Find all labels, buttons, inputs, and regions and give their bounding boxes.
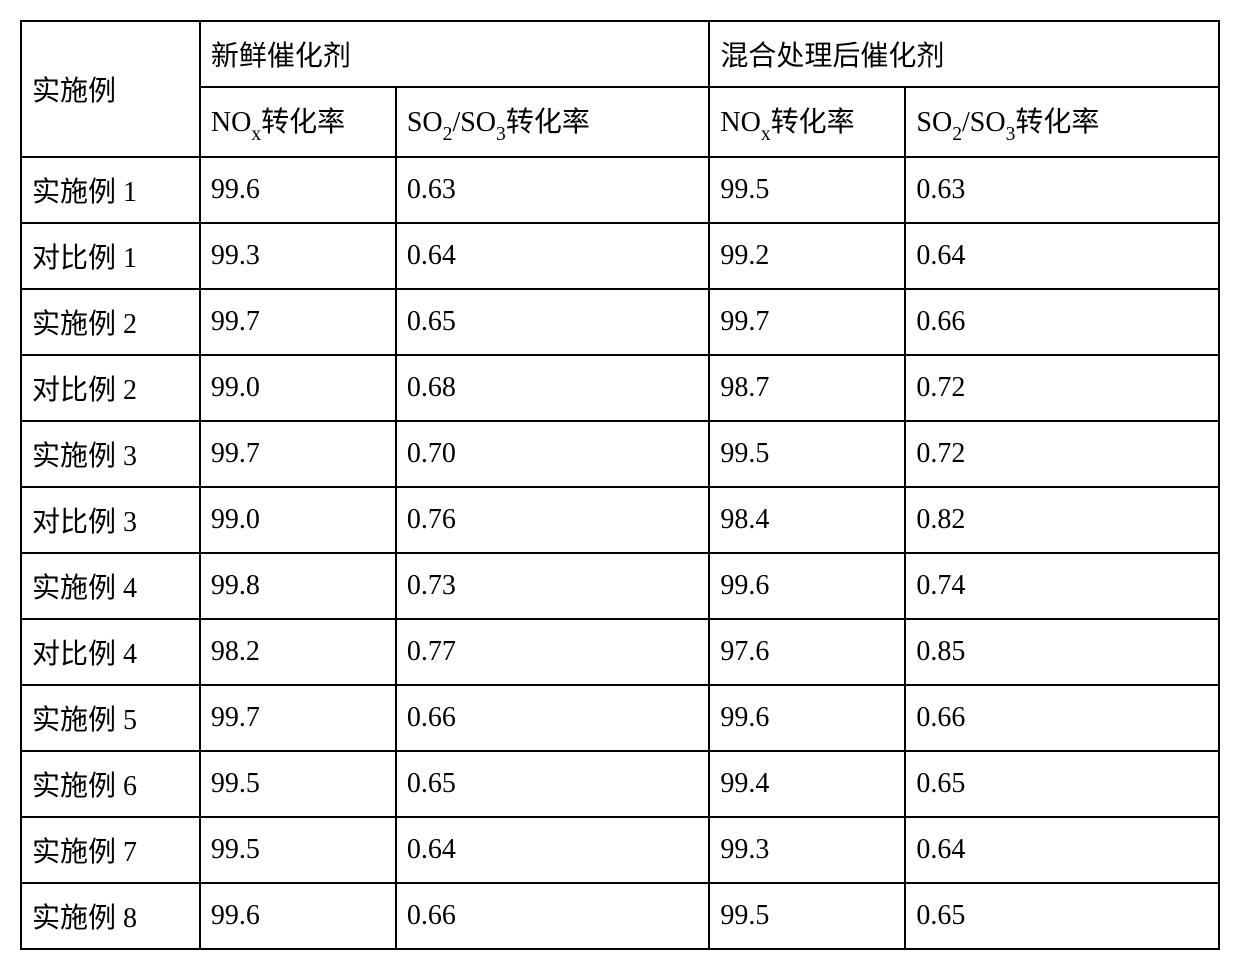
cell-fresh-so2: 0.77 (396, 619, 710, 685)
cell-mixed-so2: 0.66 (905, 685, 1219, 751)
cell-fresh-so2: 0.64 (396, 223, 710, 289)
row-label: 实施例 4 (21, 553, 200, 619)
cell-mixed-nox: 99.2 (709, 223, 905, 289)
cell-mixed-nox: 97.6 (709, 619, 905, 685)
cell-mixed-so2: 0.82 (905, 487, 1219, 553)
sub-header-mixed-so2: SO2/SO3转化率 (905, 87, 1219, 157)
catalyst-conversion-table: 实施例 新鲜催化剂 混合处理后催化剂 NOx转化率 SO2/SO3转化率 NOx… (20, 20, 1220, 950)
table-row: 对比例 299.00.6898.70.72 (21, 355, 1219, 421)
sub-header-fresh-nox: NOx转化率 (200, 87, 396, 157)
row-label: 实施例 8 (21, 883, 200, 949)
header-subscript: 3 (1006, 124, 1016, 145)
cell-mixed-nox: 99.7 (709, 289, 905, 355)
table-row: 对比例 199.30.6499.20.64 (21, 223, 1219, 289)
cell-fresh-nox: 99.5 (200, 751, 396, 817)
group-header-fresh: 新鲜催化剂 (200, 21, 710, 87)
cell-fresh-so2: 0.65 (396, 751, 710, 817)
cell-mixed-so2: 0.66 (905, 289, 1219, 355)
corner-header: 实施例 (21, 21, 200, 157)
cell-mixed-so2: 0.64 (905, 223, 1219, 289)
cell-fresh-nox: 99.8 (200, 553, 396, 619)
cell-fresh-nox: 99.6 (200, 883, 396, 949)
cell-fresh-so2: 0.65 (396, 289, 710, 355)
cell-mixed-so2: 0.63 (905, 157, 1219, 223)
cell-mixed-so2: 0.72 (905, 355, 1219, 421)
header-text: 转化率 (506, 107, 590, 138)
cell-fresh-so2: 0.70 (396, 421, 710, 487)
cell-mixed-nox: 99.5 (709, 157, 905, 223)
cell-fresh-so2: 0.76 (396, 487, 710, 553)
row-label: 实施例 3 (21, 421, 200, 487)
table-row: 实施例 699.50.6599.40.65 (21, 751, 1219, 817)
cell-mixed-nox: 99.4 (709, 751, 905, 817)
cell-fresh-nox: 99.0 (200, 355, 396, 421)
cell-mixed-nox: 98.4 (709, 487, 905, 553)
cell-mixed-so2: 0.65 (905, 883, 1219, 949)
row-label: 对比例 1 (21, 223, 200, 289)
header-subscript: x (251, 124, 261, 145)
table-row: 实施例 599.70.6699.60.66 (21, 685, 1219, 751)
cell-mixed-so2: 0.74 (905, 553, 1219, 619)
row-label: 实施例 1 (21, 157, 200, 223)
cell-mixed-nox: 99.5 (709, 883, 905, 949)
table-body: 实施例 199.60.6399.50.63对比例 199.30.6499.20.… (21, 157, 1219, 949)
header-text: 转化率 (1015, 107, 1099, 138)
header-text: SO (916, 107, 952, 138)
row-label: 对比例 2 (21, 355, 200, 421)
header-text: /SO (452, 107, 496, 138)
sub-header-mixed-nox: NOx转化率 (709, 87, 905, 157)
header-text: /SO (962, 107, 1006, 138)
row-label: 实施例 2 (21, 289, 200, 355)
table-row: 对比例 498.20.7797.60.85 (21, 619, 1219, 685)
row-label: 对比例 4 (21, 619, 200, 685)
cell-mixed-so2: 0.65 (905, 751, 1219, 817)
header-text: NO (720, 107, 760, 138)
row-label: 对比例 3 (21, 487, 200, 553)
header-subscript: 2 (443, 124, 453, 145)
cell-mixed-nox: 99.6 (709, 553, 905, 619)
cell-fresh-nox: 99.3 (200, 223, 396, 289)
cell-mixed-so2: 0.64 (905, 817, 1219, 883)
cell-fresh-nox: 99.7 (200, 685, 396, 751)
table-row: 实施例 499.80.7399.60.74 (21, 553, 1219, 619)
table-row: 对比例 399.00.7698.40.82 (21, 487, 1219, 553)
header-text: 转化率 (771, 107, 855, 138)
table-row: 实施例 299.70.6599.70.66 (21, 289, 1219, 355)
cell-fresh-nox: 99.7 (200, 421, 396, 487)
cell-fresh-nox: 99.6 (200, 157, 396, 223)
header-text: NO (211, 107, 251, 138)
cell-fresh-so2: 0.73 (396, 553, 710, 619)
header-subscript: 3 (496, 124, 506, 145)
table-row: 实施例 199.60.6399.50.63 (21, 157, 1219, 223)
sub-header-fresh-so2: SO2/SO3转化率 (396, 87, 710, 157)
header-row-1: 实施例 新鲜催化剂 混合处理后催化剂 (21, 21, 1219, 87)
cell-mixed-nox: 98.7 (709, 355, 905, 421)
row-label: 实施例 6 (21, 751, 200, 817)
table-row: 实施例 899.60.6699.50.65 (21, 883, 1219, 949)
cell-mixed-so2: 0.72 (905, 421, 1219, 487)
table-row: 实施例 399.70.7099.50.72 (21, 421, 1219, 487)
cell-fresh-so2: 0.66 (396, 883, 710, 949)
row-label: 实施例 5 (21, 685, 200, 751)
cell-mixed-nox: 99.5 (709, 421, 905, 487)
header-subscript: 2 (952, 124, 962, 145)
cell-fresh-so2: 0.68 (396, 355, 710, 421)
header-text: 转化率 (261, 107, 345, 138)
cell-mixed-so2: 0.85 (905, 619, 1219, 685)
table-row: 实施例 799.50.6499.30.64 (21, 817, 1219, 883)
header-subscript: x (761, 124, 771, 145)
cell-fresh-so2: 0.64 (396, 817, 710, 883)
header-row-2: NOx转化率 SO2/SO3转化率 NOx转化率 SO2/SO3转化率 (21, 87, 1219, 157)
cell-mixed-nox: 99.3 (709, 817, 905, 883)
cell-fresh-so2: 0.66 (396, 685, 710, 751)
cell-fresh-so2: 0.63 (396, 157, 710, 223)
cell-fresh-nox: 98.2 (200, 619, 396, 685)
cell-fresh-nox: 99.0 (200, 487, 396, 553)
cell-fresh-nox: 99.5 (200, 817, 396, 883)
row-label: 实施例 7 (21, 817, 200, 883)
cell-mixed-nox: 99.6 (709, 685, 905, 751)
header-text: SO (407, 107, 443, 138)
cell-fresh-nox: 99.7 (200, 289, 396, 355)
group-header-mixed: 混合处理后催化剂 (709, 21, 1219, 87)
